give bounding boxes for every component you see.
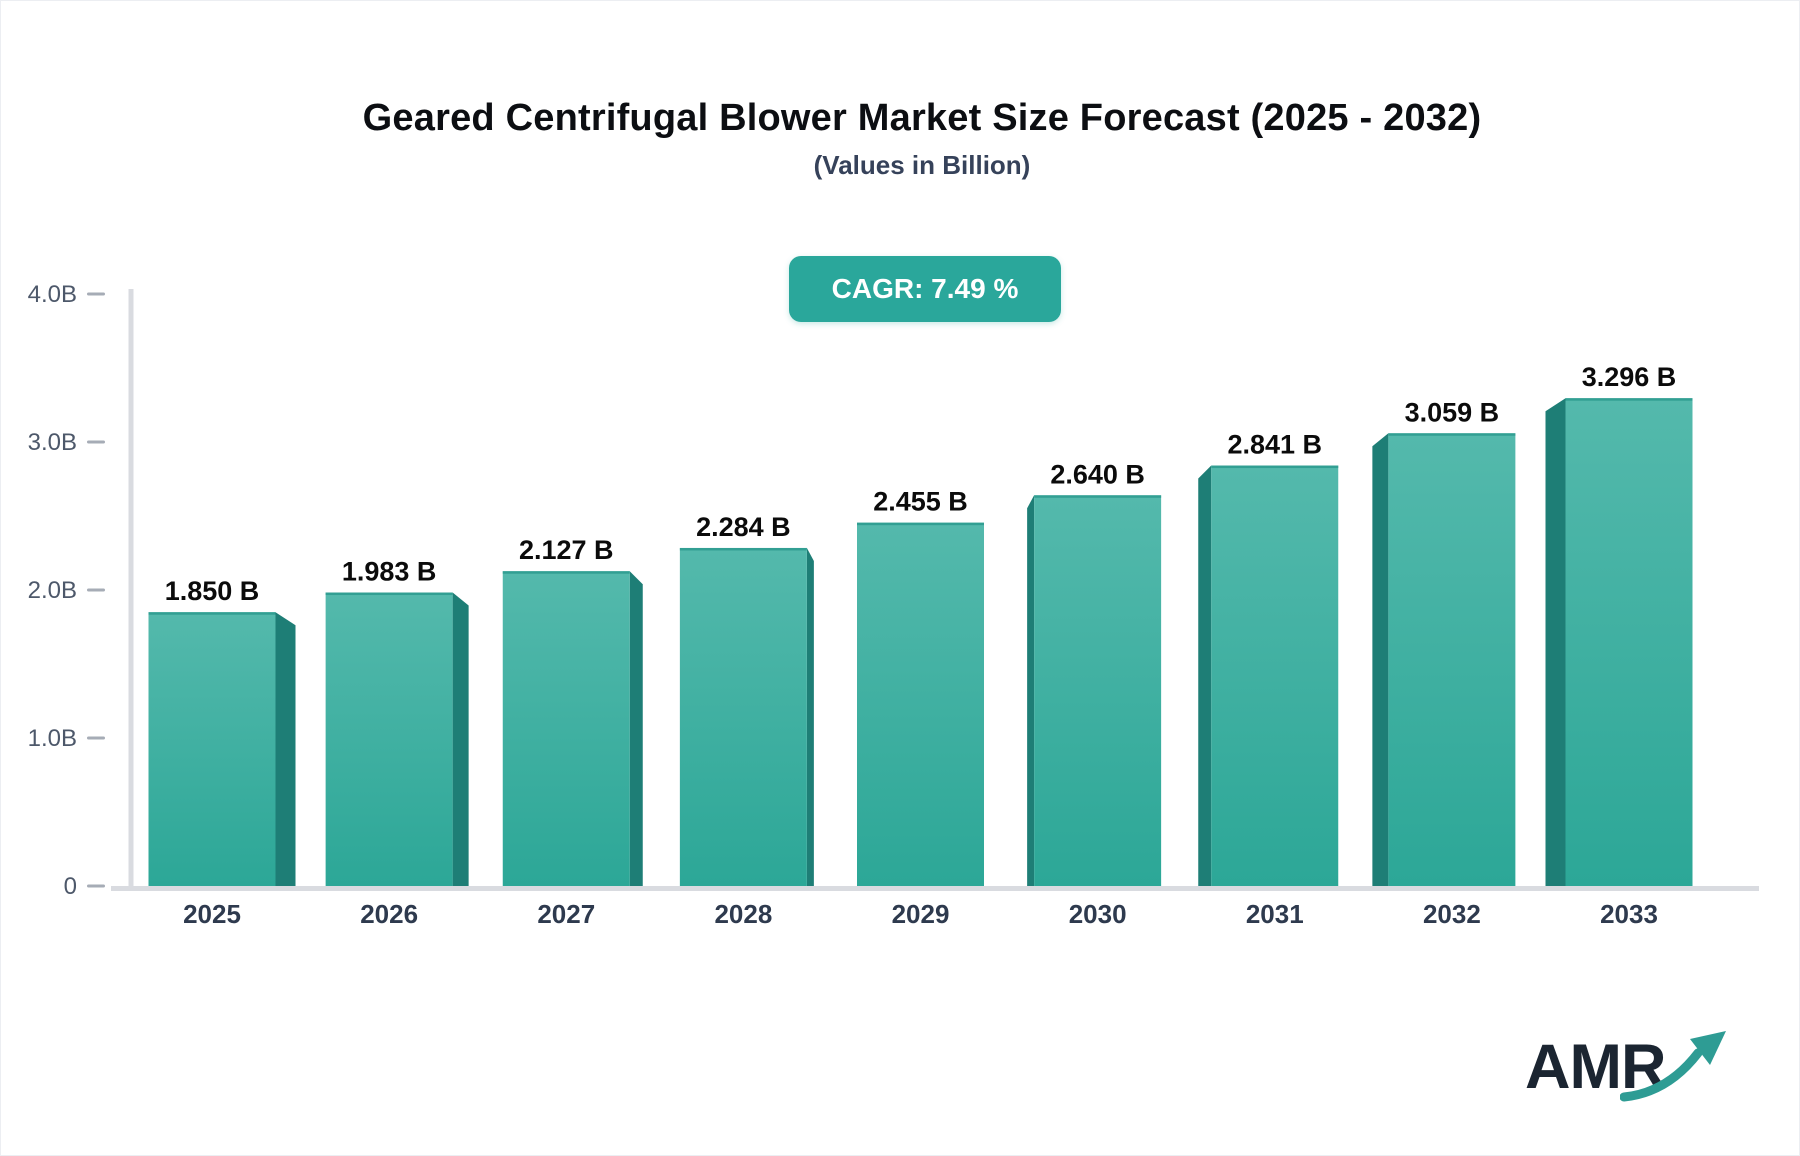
bar-side-face: [806, 547, 814, 886]
bar-side-face: [1545, 398, 1566, 886]
y-axis-label: 3.0B: [28, 429, 77, 456]
bar-side-face: [452, 592, 469, 886]
bar-side-face: [629, 571, 643, 886]
x-axis-label: 2032: [1423, 899, 1481, 929]
bar-front-face: [679, 547, 807, 886]
bar-2033: 3.296 B 2033: [1545, 362, 1693, 929]
bar-front-face: [502, 571, 630, 886]
y-axis-tick: [87, 588, 105, 592]
bar-front-face: [148, 612, 276, 886]
bar-value-label: 2.640 B: [1050, 459, 1145, 489]
bar-top-edge: [502, 571, 630, 574]
y-axis-label: 1.0B: [28, 725, 77, 752]
y-axis-line: [128, 289, 134, 891]
bar-value-label: 2.284 B: [696, 512, 791, 542]
bar-value-label: 1.850 B: [165, 576, 260, 606]
y-axis-tick: [87, 736, 105, 740]
y-axis-tick: [87, 440, 105, 444]
bar-front-face: [857, 522, 984, 886]
y-axis-label: 2.0B: [28, 577, 77, 604]
bar-front-face: [1388, 433, 1516, 886]
x-baseline: [111, 886, 1759, 891]
bar-top-edge: [1034, 495, 1162, 498]
x-axis-label: 2031: [1246, 899, 1304, 929]
bar-2031: 2.841 B 2031: [1198, 430, 1339, 929]
bar-2027: 2.127 B 2027: [502, 535, 643, 929]
x-axis-label: 2033: [1600, 899, 1658, 929]
bar-2025: 1.850 B 2025: [148, 576, 296, 929]
cagr-badge: CAGR: 7.49 %: [789, 256, 1061, 322]
bar-top-edge: [1565, 398, 1693, 401]
y-axis-label: 4.0B: [28, 281, 77, 308]
x-axis-label: 2030: [1069, 899, 1127, 929]
bar-value-label: 2.841 B: [1227, 430, 1322, 460]
bar-side-face: [275, 612, 296, 886]
bar-front-face: [1034, 495, 1162, 886]
bar-value-label: 2.127 B: [519, 535, 614, 565]
chart-title: Geared Centrifugal Blower Market Size Fo…: [362, 97, 1482, 139]
bar-top-edge: [857, 522, 984, 526]
bar-value-label: 3.059 B: [1405, 397, 1500, 427]
bar-value-label: 3.296 B: [1582, 362, 1677, 392]
bar-front-face: [1211, 465, 1339, 886]
x-axis-label: 2028: [714, 899, 772, 929]
x-axis-label: 2026: [360, 899, 418, 929]
bar-side-face: [1372, 433, 1389, 886]
growth-arrow-head: [1690, 1031, 1726, 1065]
amr-logo: AMR: [1525, 1023, 1755, 1118]
bar-top-edge: [1388, 433, 1516, 436]
y-axis-label: 0: [64, 873, 77, 900]
bar-2028: 2.284 B 2028: [679, 512, 814, 929]
growth-arrow-icon: [1620, 1031, 1726, 1102]
bar-2032: 3.059 B 2032: [1372, 397, 1516, 929]
growth-arrow-curve: [1620, 1048, 1703, 1102]
bar-front-face: [325, 592, 453, 886]
bar-front-face: [1565, 398, 1693, 886]
y-axis-tick: [87, 884, 105, 888]
bar-top-edge: [1211, 465, 1339, 469]
bar-side-face: [1027, 495, 1035, 886]
bar-side-face: [1198, 465, 1212, 886]
bar-value-label: 2.455 B: [873, 487, 968, 517]
y-axis-tick: [87, 292, 105, 296]
bar-2026: 1.983 B 2026: [325, 557, 469, 929]
bar-2029: 2.455 B 2029: [857, 487, 984, 929]
bar-top-edge: [148, 612, 276, 615]
x-axis-label: 2027: [537, 899, 595, 929]
bar-value-label: 1.983 B: [342, 557, 437, 587]
bar-top-edge: [679, 547, 807, 551]
bar-top-edge: [325, 592, 453, 596]
bar-2030: 2.640 B 2030: [1027, 459, 1162, 929]
chart-subtitle: (Values in Billion): [813, 150, 1031, 180]
x-axis-label: 2025: [183, 899, 241, 929]
x-axis-label: 2029: [892, 899, 950, 929]
